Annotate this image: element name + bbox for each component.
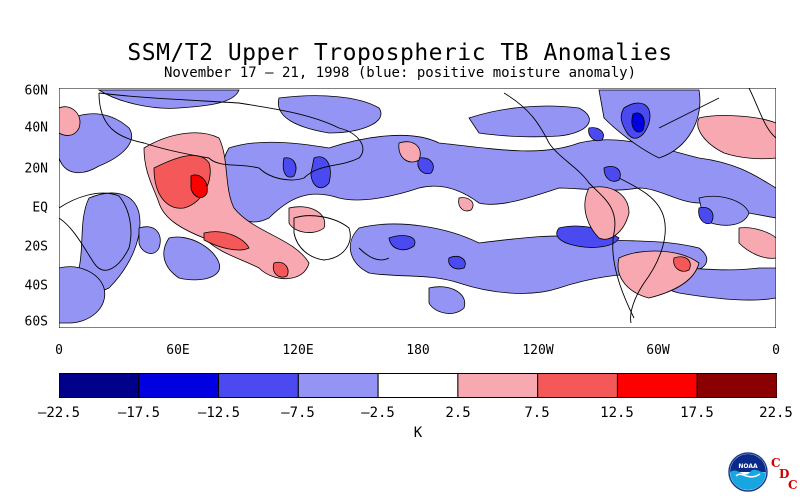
colorbar-cell — [297, 373, 379, 398]
colorbar-tick: –12.5 — [197, 405, 241, 421]
map-title: SSM/T2 Upper Tropospheric TB Anomalies — [127, 40, 673, 66]
colorbar-cell — [218, 373, 299, 398]
lon-label-0-east: 0 — [772, 343, 780, 358]
colorbar-tick: 22.5 — [759, 405, 793, 421]
anomaly-map — [59, 88, 776, 328]
lat-label-40s: 40S — [24, 278, 48, 294]
colorbar-cell — [377, 373, 459, 398]
lon-label-60e: 60E — [166, 343, 190, 358]
lat-label-20s: 20S — [24, 239, 48, 255]
colorbar-tick: –7.5 — [281, 405, 315, 421]
svg-text:NOAA: NOAA — [738, 463, 758, 470]
colorbar-tick: 12.5 — [600, 405, 634, 421]
colorbar-cell — [138, 373, 220, 398]
colorbar — [59, 373, 777, 398]
colorbar-tick: –2.5 — [361, 405, 395, 421]
cdc-letter: C — [788, 478, 798, 492]
lat-label-20n: 20N — [24, 161, 48, 177]
colorbar-cell — [537, 373, 618, 398]
noaa-logo: NOAA — [728, 452, 768, 492]
colorbar-tick: –17.5 — [117, 405, 161, 421]
colorbar-tick: –22.5 — [37, 405, 81, 421]
colorbar-units: K — [413, 425, 423, 441]
colorbar-tick: 7.5 — [524, 405, 550, 421]
colorbar-tick: 17.5 — [680, 405, 714, 421]
lon-label-120e: 120E — [282, 343, 314, 358]
colorbar-tick: 2.5 — [445, 405, 471, 421]
lat-label-60s: 60S — [24, 314, 48, 330]
colorbar-cell — [59, 373, 140, 398]
cdc-letter: D — [779, 467, 790, 481]
colorbar-cell — [696, 373, 777, 398]
colorbar-cell — [616, 373, 698, 398]
colorbar-cell — [457, 373, 539, 398]
lon-label-120w: 120W — [522, 343, 554, 358]
lon-label-180: 180 — [406, 343, 430, 358]
lat-label-60n: 60N — [24, 83, 48, 99]
lat-label-eq: EQ — [32, 200, 48, 216]
map-subtitle: November 17 – 21, 1998 (blue: positive m… — [163, 65, 636, 81]
cdc-letter: C — [771, 456, 781, 470]
lon-label-0: 0 — [55, 343, 63, 358]
lon-label-60w: 60W — [646, 343, 670, 358]
lat-label-40n: 40N — [24, 120, 48, 136]
